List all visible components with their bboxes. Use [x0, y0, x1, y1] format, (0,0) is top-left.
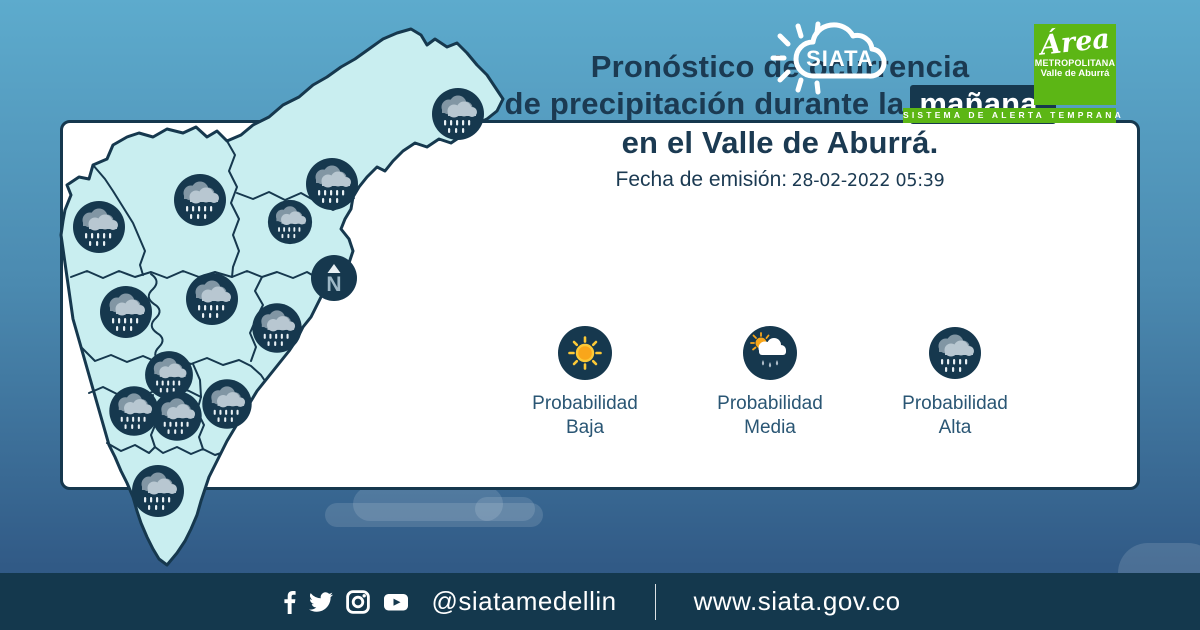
background-cloud: [325, 487, 543, 527]
municipality-rain-marker: [306, 158, 358, 210]
municipality-rain-marker: [109, 386, 159, 436]
sun-cloud-rain-icon: [743, 326, 797, 380]
municipality-rain-marker: [145, 351, 193, 399]
twitter-icon[interactable]: [309, 590, 334, 614]
instagram-icon[interactable]: [346, 589, 371, 614]
title-line-3: en el Valle de Aburrá.: [621, 125, 939, 160]
compass-north-icon: N: [311, 255, 357, 301]
area-logo-script: Área: [1038, 23, 1112, 62]
municipality-rain-marker: [73, 201, 125, 253]
title-line-2: de precipitación durante la: [504, 86, 905, 121]
municipality-rain-marker: [152, 391, 202, 441]
municipality-rain-marker: [174, 174, 226, 226]
legend-item-baja: Probabilidad Baja: [500, 324, 670, 440]
municipality-rain-marker: [202, 379, 252, 429]
legend-item-alta: Probabilidad Alta: [870, 324, 1040, 440]
sun-icon: [558, 326, 612, 380]
website-link[interactable]: www.siata.gov.co: [693, 586, 901, 616]
municipality-rain-marker: [186, 273, 238, 325]
emission-label: Fecha de emisión:: [615, 168, 788, 191]
svg-text:SIATA: SIATA: [806, 46, 874, 71]
youtube-icon[interactable]: [383, 590, 409, 614]
svg-text:N: N: [326, 273, 341, 296]
emission-value: 28-02-2022 05:39: [791, 171, 945, 191]
facebook-icon[interactable]: [283, 590, 297, 614]
emission-date: Fecha de emisión: 28-02-2022 05:39: [390, 168, 1170, 192]
municipality-rain-marker: [100, 286, 152, 338]
footer-divider: [654, 583, 656, 620]
municipality-rain-marker: [252, 303, 302, 353]
footer-bar: @siatamedellin www.siata.gov.co: [0, 573, 1200, 630]
municipality-rain-marker: [267, 199, 313, 245]
valle-de-aburra-map: N: [55, 25, 515, 575]
social-handle[interactable]: @siatamedellin: [431, 586, 617, 616]
municipality-rain-marker: [132, 465, 184, 517]
legend-item-media: Probabilidad Media: [685, 324, 855, 440]
siata-logo: SIATA: [770, 21, 887, 95]
probability-legend: Probabilidad Baja: [500, 324, 1040, 440]
area-metropolitana-logo: Área METROPOLITANA Valle de Aburrá: [1034, 23, 1116, 105]
alert-system-banner: SISTEMA DE ALERTA TEMPRANA: [903, 108, 1121, 123]
rain-cloud-icon: [929, 327, 981, 379]
